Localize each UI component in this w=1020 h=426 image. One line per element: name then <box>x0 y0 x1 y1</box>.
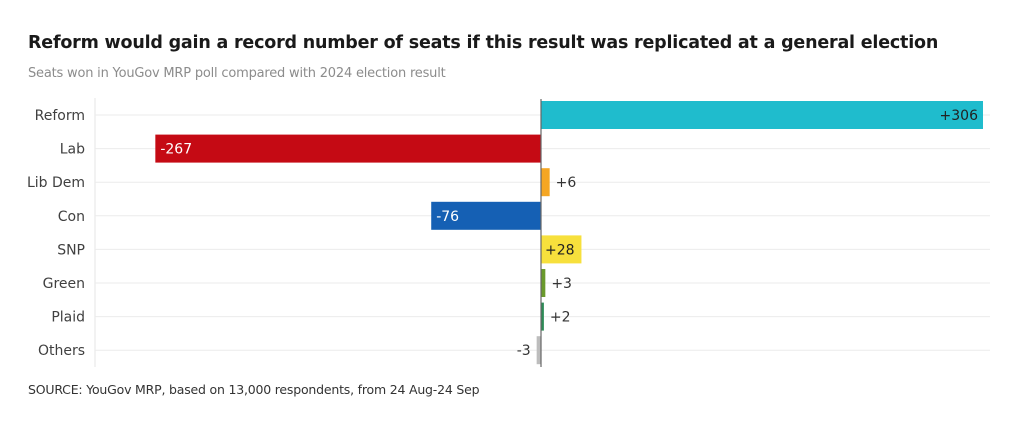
category-label: Reform <box>35 108 85 124</box>
category-labels: Reform Lab Lib Dem Con SNP Green Plaid Others <box>27 108 85 359</box>
bar <box>536 336 541 365</box>
data-label: +28 <box>545 242 575 258</box>
data-label: -267 <box>160 142 192 158</box>
data-label: +6 <box>556 175 577 191</box>
bar <box>431 201 541 230</box>
chart-subtitle: Seats won in YouGov MRP poll compared wi… <box>28 66 446 81</box>
category-label: Lib Dem <box>27 175 85 191</box>
bar <box>541 235 582 264</box>
source-note: SOURCE: YouGov MRP, based on 13,000 resp… <box>28 382 480 397</box>
bar <box>541 168 550 197</box>
bar <box>541 302 544 331</box>
category-label: Con <box>58 209 85 225</box>
data-label: -76 <box>436 209 459 225</box>
category-label: SNP <box>57 242 85 258</box>
category-label: Lab <box>60 142 85 158</box>
category-label: Green <box>43 276 85 292</box>
category-label: Others <box>38 343 85 359</box>
value-labels: +306 -267 +6 -76 +28 +3 +2 -3 <box>160 108 978 359</box>
bars <box>155 101 983 365</box>
bar <box>155 134 542 163</box>
data-label: -3 <box>517 343 531 359</box>
bar <box>541 269 546 297</box>
bar <box>541 101 983 129</box>
category-label: Plaid <box>51 310 85 326</box>
data-label: +306 <box>940 108 979 124</box>
chart-title: Reform would gain a record number of sea… <box>28 33 939 53</box>
data-label: +3 <box>551 276 572 292</box>
data-label: +2 <box>550 310 571 326</box>
